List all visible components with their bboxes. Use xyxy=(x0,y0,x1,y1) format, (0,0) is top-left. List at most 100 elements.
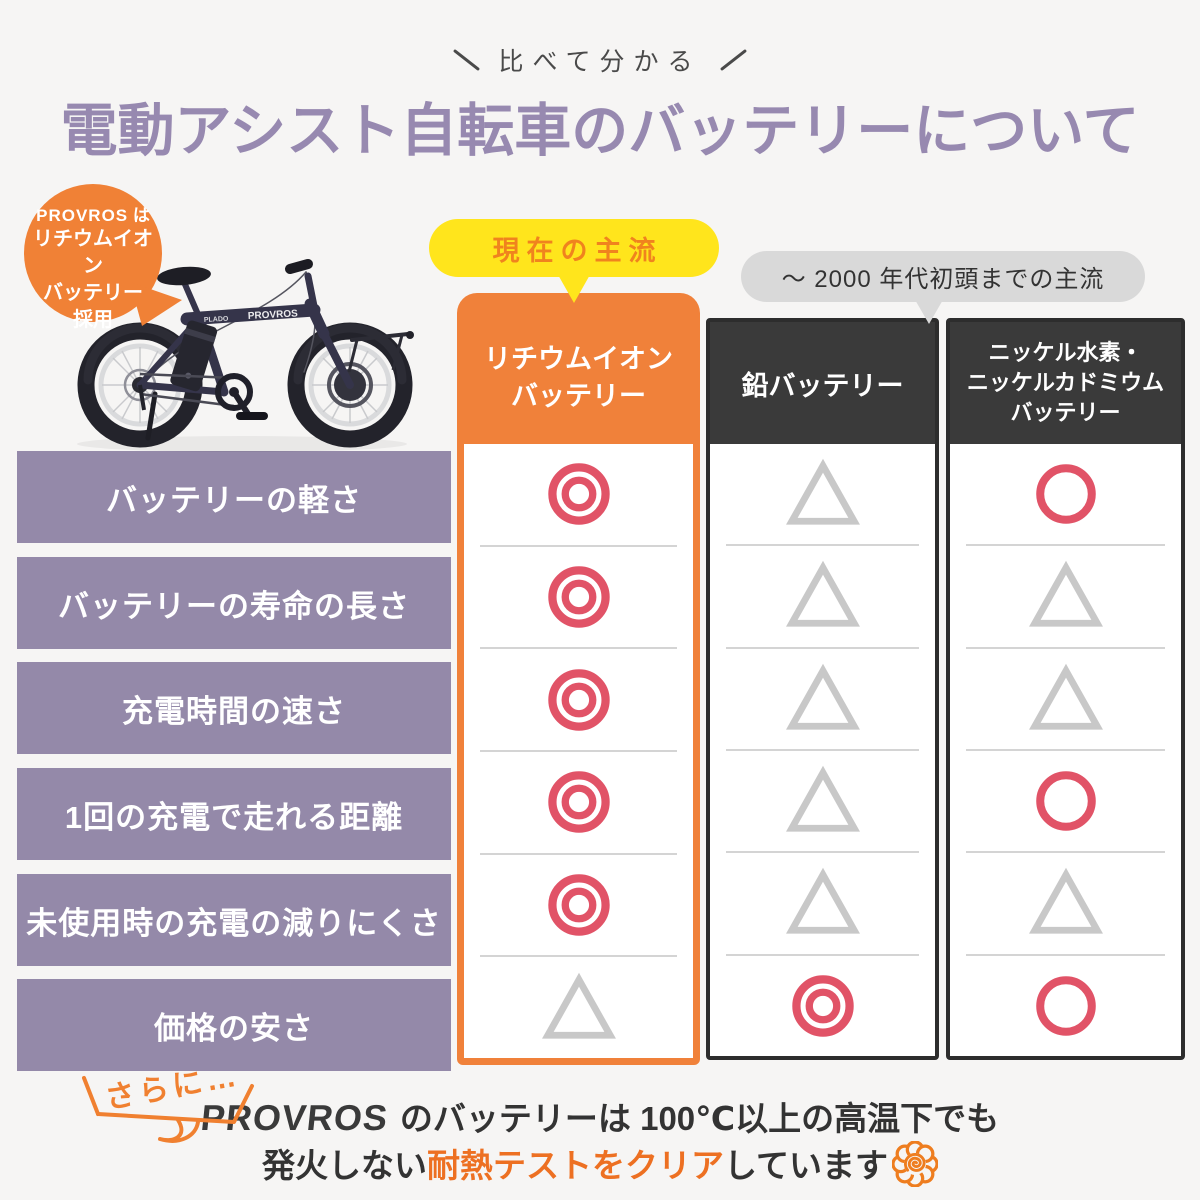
cell-nicd-row5 xyxy=(950,853,1181,953)
drivetrain xyxy=(138,372,268,420)
circle-icon xyxy=(1035,464,1096,524)
bubble-brand: PROVROS xyxy=(36,206,129,225)
cell-nicd-row4 xyxy=(950,751,1181,851)
cell-lithium-row3 xyxy=(464,649,693,750)
column-body-lead xyxy=(710,444,935,1056)
row-label-weight: バッテリーの軽さ xyxy=(17,451,451,543)
circle-icon xyxy=(1035,976,1096,1036)
cell-lithium-row2 xyxy=(464,547,693,648)
double-circle-icon xyxy=(547,771,610,834)
column-body-lithium xyxy=(464,444,693,1058)
triangle-icon xyxy=(1028,561,1103,628)
footer-line2-pre: 発火しない xyxy=(261,1147,427,1184)
row-label-charge-speed: 充電時間の速さ xyxy=(17,662,451,754)
badge-old-label: ～ 2000 年代初頭までの主流 xyxy=(781,266,1105,293)
double-circle-icon xyxy=(791,975,854,1037)
cell-nicd-row6 xyxy=(950,956,1181,1056)
triangle-icon xyxy=(785,561,860,628)
double-circle-icon xyxy=(547,463,610,526)
row-separator xyxy=(726,544,919,547)
slogan: 比べて分かる xyxy=(0,42,1200,78)
saddle xyxy=(157,266,211,286)
slash-left-icon xyxy=(453,48,481,72)
front-rack xyxy=(347,331,414,373)
badge-old-mainstream: ～ 2000 年代初頭までの主流 xyxy=(741,251,1145,324)
column-header-lead: 鉛バッテリー xyxy=(710,322,935,444)
bubble-suffix: は xyxy=(128,206,150,225)
row-separator xyxy=(480,852,677,855)
slash-right-icon xyxy=(719,48,747,72)
row-separator xyxy=(966,646,1165,649)
cell-lithium-row5 xyxy=(464,855,693,956)
frame-model-label: PLADO xyxy=(204,316,229,324)
row-separator xyxy=(726,646,919,649)
cell-lead-row4 xyxy=(710,751,935,851)
slogan-text: 比べて分かる xyxy=(498,48,702,76)
footer-line1: PROVROS のバッテリーは 100℃以上の高温下でも xyxy=(0,1092,1200,1140)
triangle-icon xyxy=(541,972,616,1039)
cell-lead-row6 xyxy=(710,956,935,1056)
double-circle-icon xyxy=(547,668,610,731)
cell-lithium-row6 xyxy=(464,957,693,1058)
row-label-lifespan: バッテリーの寿命の長さ xyxy=(17,557,451,649)
rose-flower-icon xyxy=(891,1140,939,1188)
row-separator xyxy=(726,851,919,854)
row-separator xyxy=(480,544,677,547)
triangle-icon xyxy=(785,458,860,525)
frame-brand-label: PROVROS xyxy=(248,308,299,322)
cell-lead-row3 xyxy=(710,649,935,749)
footer-line2: 発火しない耐熱テストをクリアしています xyxy=(0,1139,1200,1188)
doodle-lines-icon xyxy=(82,1076,254,1143)
column-lithium: リチウムイオン バッテリー xyxy=(457,293,700,1065)
row-separator xyxy=(480,750,677,753)
footer-line2-post: しています xyxy=(723,1147,888,1184)
column-body-nicd xyxy=(950,444,1181,1056)
column-header-nicd: ニッケル水素・ ニッケルカドミウム バッテリー xyxy=(950,322,1181,444)
bubble-line4: 採用 xyxy=(73,309,113,331)
column-title-line: ニッケル水素・ xyxy=(988,340,1143,365)
row-separator xyxy=(726,748,919,751)
cell-lead-row2 xyxy=(710,546,935,646)
column-title-line: ニッケルカドミウム xyxy=(966,370,1165,395)
cell-lithium-row1 xyxy=(464,444,693,545)
row-separator xyxy=(966,748,1165,751)
badge-current-mainstream: 現在の主流 xyxy=(429,219,719,303)
triangle-icon xyxy=(1028,868,1103,935)
row-separator xyxy=(966,544,1165,547)
row-separator xyxy=(726,953,919,956)
bubble-line1: PROVROS は xyxy=(24,201,162,226)
row-separator xyxy=(966,851,1165,854)
triangle-icon xyxy=(1028,663,1103,730)
cell-lithium-row4 xyxy=(464,752,693,853)
brand-speech-bubble: PROVROS は リチウムイオン バッテリー 採用 xyxy=(24,184,182,331)
column-nicd: ニッケル水素・ ニッケルカドミウム バッテリー xyxy=(946,318,1185,1060)
footer-line2-highlight: 耐熱テストをクリア xyxy=(426,1147,724,1184)
cell-lead-row1 xyxy=(710,444,935,544)
row-label-self-discharge: 未使用時の充電の減りにくさ xyxy=(17,874,451,966)
cell-nicd-row2 xyxy=(950,546,1181,646)
bubble-line2: リチウムイオン xyxy=(33,228,153,277)
footer-line1-text: のバッテリーは 100℃以上の高温下でも xyxy=(399,1100,1000,1137)
column-title-line: バッテリー xyxy=(511,381,646,411)
cell-lead-row5 xyxy=(710,853,935,953)
row-separator xyxy=(966,953,1165,956)
row-separator xyxy=(480,955,677,958)
column-header-lithium: リチウムイオン バッテリー xyxy=(464,300,693,444)
page-title: 電動アシスト自転車のバッテリーについて xyxy=(60,99,1140,163)
speech-bubble-tail-icon xyxy=(130,282,182,326)
cell-nicd-row1 xyxy=(950,444,1181,544)
column-title-line: 鉛バッテリー xyxy=(741,370,904,401)
bubble-line3: バッテリー xyxy=(43,282,143,304)
row-label-price: 価格の安さ xyxy=(17,979,451,1071)
circle-icon xyxy=(1035,771,1096,831)
row-separator xyxy=(480,647,677,650)
column-title-line: バッテリー xyxy=(1010,400,1121,425)
badge-current-label: 現在の主流 xyxy=(492,235,663,266)
double-circle-icon xyxy=(547,874,610,936)
triangle-icon xyxy=(785,765,860,832)
triangle-icon xyxy=(785,868,860,935)
cell-nicd-row3 xyxy=(950,649,1181,749)
ebike-illustration: PROVROS PLADO xyxy=(77,259,414,452)
triangle-icon xyxy=(785,663,860,730)
column-lead: 鉛バッテリー xyxy=(706,318,939,1060)
